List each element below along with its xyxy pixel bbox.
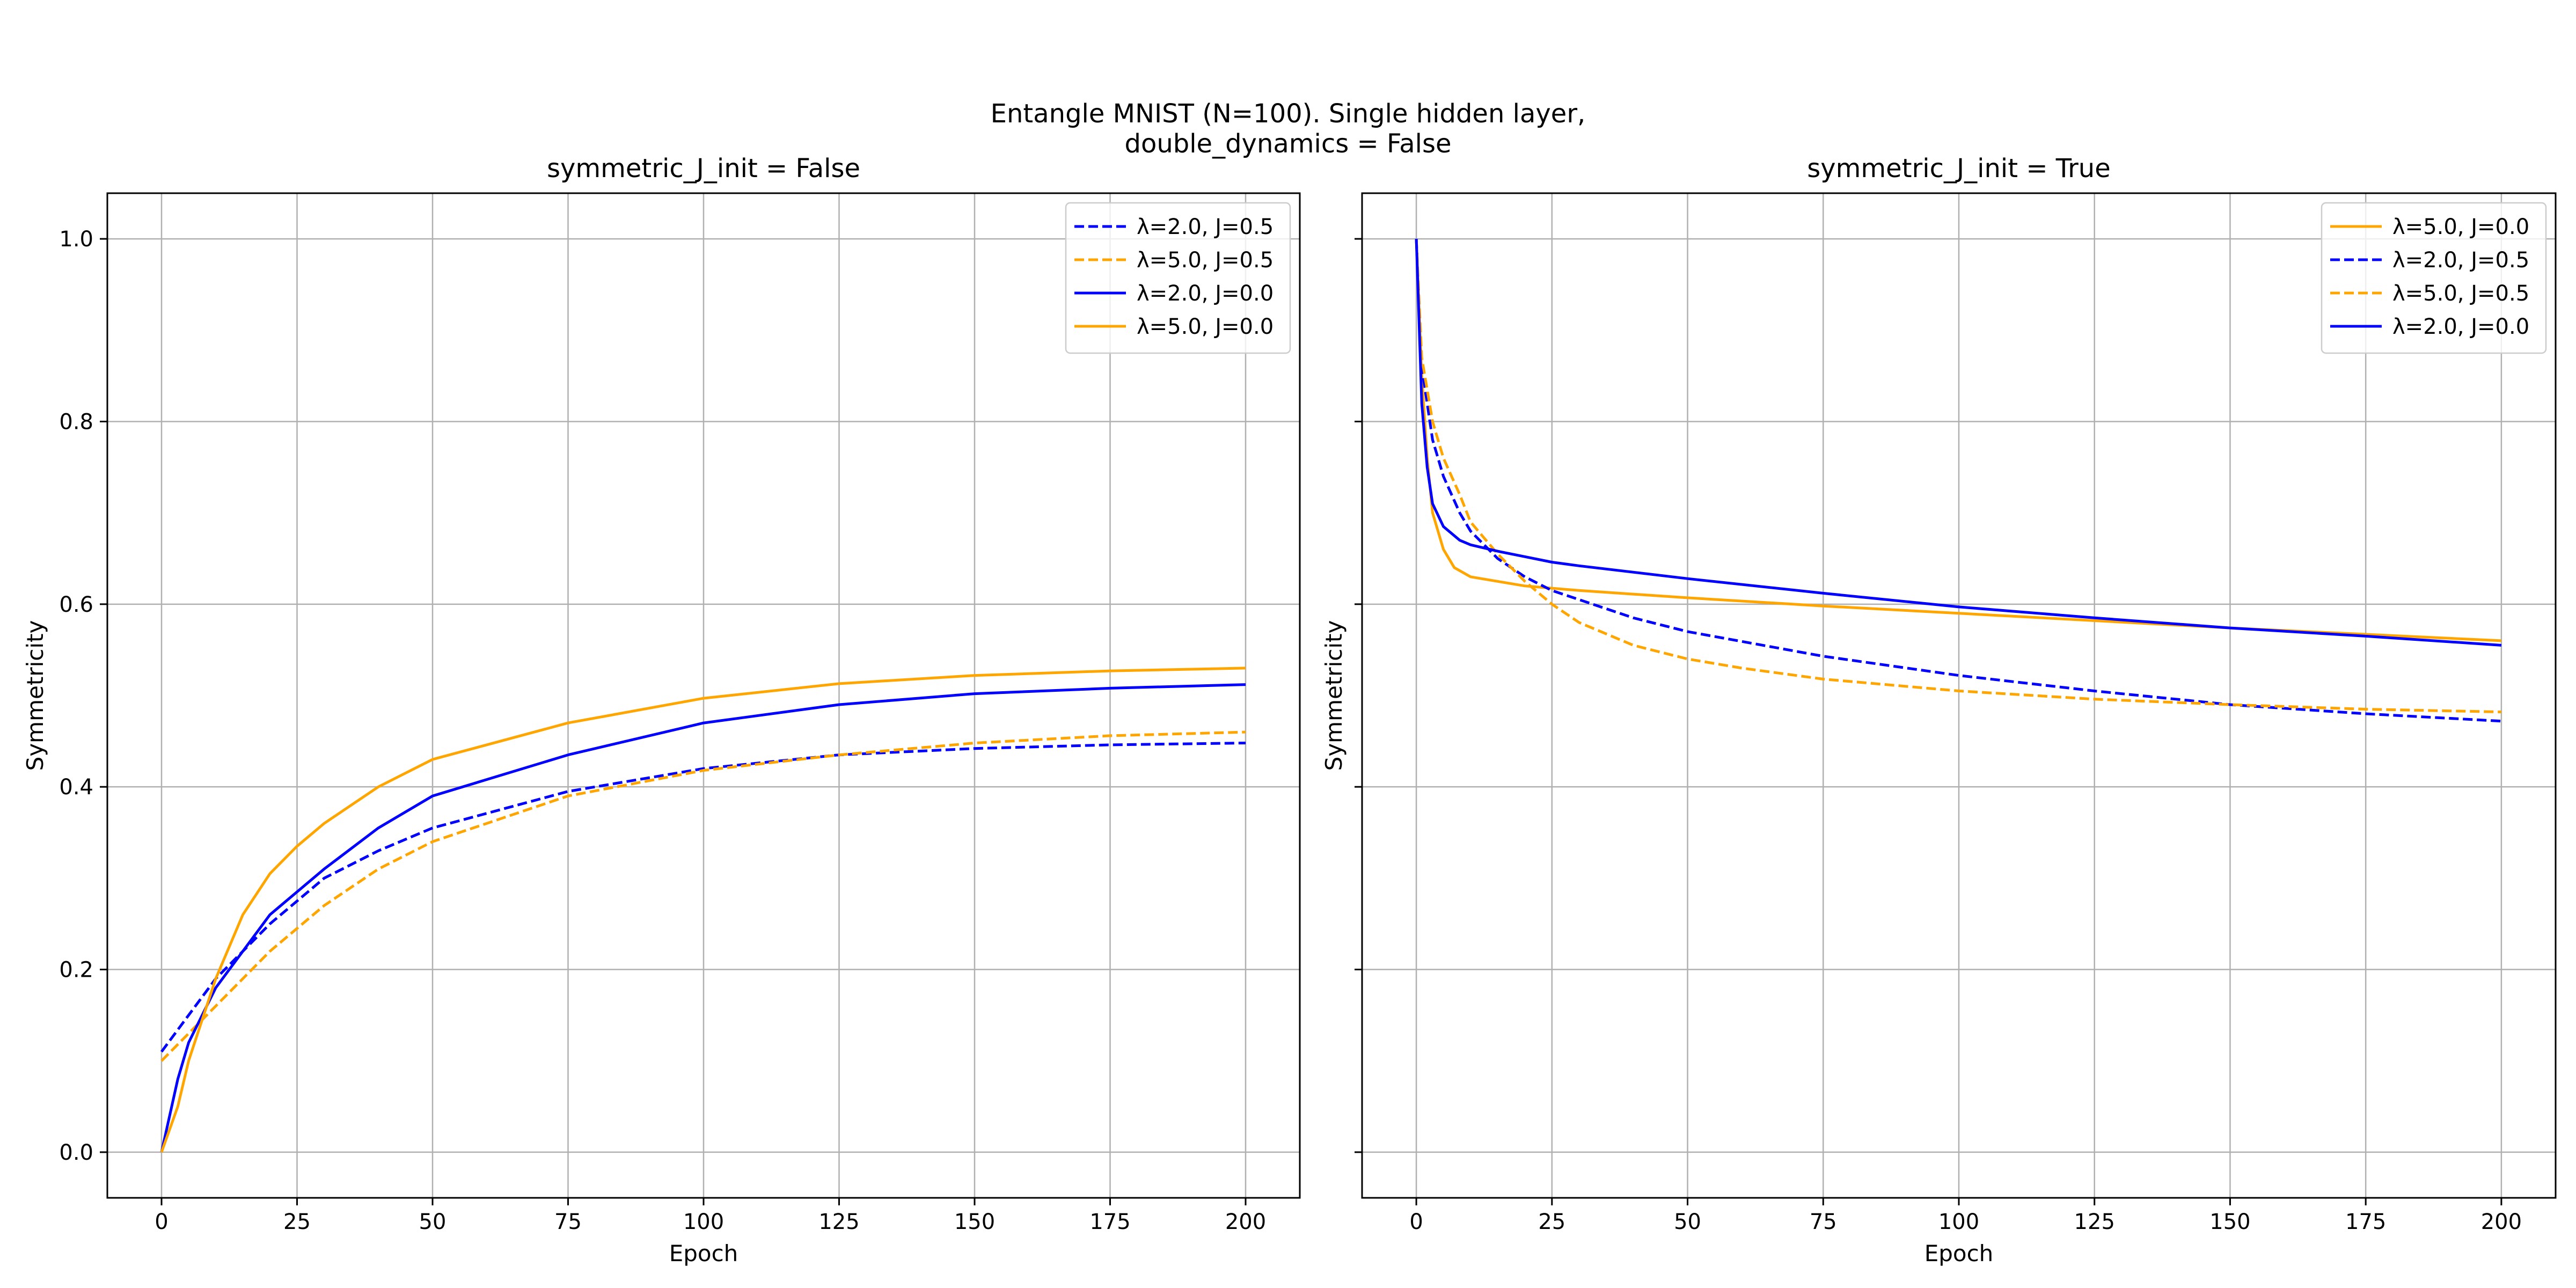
figure-suptitle-line-1: Entangle MNIST (N=100). Single hidden la…	[991, 99, 1586, 129]
left-y-tick-label: 0.0	[59, 1140, 93, 1165]
left-x-tick-label: 175	[1089, 1210, 1130, 1234]
right-x-tick-label: 25	[1538, 1210, 1565, 1234]
left-series-line-2	[160, 683, 1246, 1153]
left-y-tick-label: 1.0	[59, 227, 93, 252]
right-x-tick-label: 0	[1409, 1210, 1423, 1234]
left-y-tick-label: 0.2	[59, 958, 93, 983]
left-legend: λ=2.0, J=0.5 λ=5.0, J=0.5 λ=2.0, J=0.0 λ=5.…	[1065, 202, 1291, 354]
right-series-line-2	[1415, 238, 2501, 714]
figure-suptitle-line-2: double_dynamics = False	[1124, 129, 1451, 159]
right-legend-box	[2321, 202, 2547, 354]
left-y-tick-label: 0.4	[59, 775, 93, 800]
left-y-tick-label: 0.6	[59, 592, 93, 617]
right-legend: λ=5.0, J=0.0 λ=2.0, J=0.5 λ=5.0, J=0.5 λ=2.…	[2321, 202, 2547, 354]
right-legend-label-3: λ=2.0, J=0.0	[2392, 314, 2529, 339]
left-subplot-x-axis-label: Epoch	[669, 1240, 738, 1267]
left-series-line-1	[160, 730, 1246, 1062]
right-subplot-y-axis-label: Symmetricity	[1321, 620, 1347, 771]
left-x-tick-label: 50	[419, 1210, 447, 1234]
right-series-line-1	[1415, 238, 2502, 723]
left-x-tick-label: 25	[283, 1210, 311, 1234]
right-series-line-3	[1415, 239, 2502, 647]
right-x-tick-label: 150	[2209, 1210, 2250, 1234]
right-legend-label-0: λ=5.0, J=0.0	[2392, 215, 2529, 239]
left-legend-label-1: λ=5.0, J=0.5	[1137, 248, 1274, 273]
left-x-tick-label: 200	[1225, 1210, 1266, 1234]
left-x-tick-label: 125	[818, 1210, 859, 1234]
right-subplot-x-axis-label: Epoch	[1924, 1240, 1994, 1267]
right-x-tick-label: 200	[2481, 1210, 2522, 1234]
left-x-tick-label: 75	[554, 1210, 582, 1234]
right-subplot: symmetric_J_init = True Epoch Symmetrici…	[1321, 153, 2557, 1267]
right-legend-label-2: λ=5.0, J=0.5	[2392, 281, 2529, 306]
right-x-tick-label: 175	[2345, 1210, 2386, 1234]
right-subplot-title: symmetric_J_init = True	[1807, 153, 2111, 184]
left-series-line-3	[160, 667, 1246, 1153]
right-legend-label-1: λ=2.0, J=0.5	[2392, 248, 2529, 273]
right-x-tick-label: 125	[2074, 1210, 2115, 1234]
left-legend-label-0: λ=2.0, J=0.5	[1137, 215, 1274, 239]
left-y-tick-label: 0.8	[59, 409, 93, 434]
left-legend-box	[1065, 202, 1291, 354]
left-x-tick-label: 100	[683, 1210, 724, 1234]
left-subplot: symmetric_J_init = False Epoch Symmetric…	[22, 153, 1301, 1267]
left-legend-label-3: λ=5.0, J=0.0	[1137, 314, 1274, 339]
left-legend-label-2: λ=2.0, J=0.0	[1137, 281, 1274, 306]
right-x-tick-label: 50	[1674, 1210, 1701, 1234]
right-x-tick-label: 100	[1938, 1210, 1979, 1234]
left-subplot-y-axis-label: Symmetricity	[22, 620, 48, 771]
left-x-tick-label: 150	[954, 1210, 995, 1234]
left-subplot-title: symmetric_J_init = False	[547, 153, 860, 184]
right-x-tick-label: 75	[1810, 1210, 1837, 1234]
left-x-tick-label: 0	[155, 1210, 168, 1234]
